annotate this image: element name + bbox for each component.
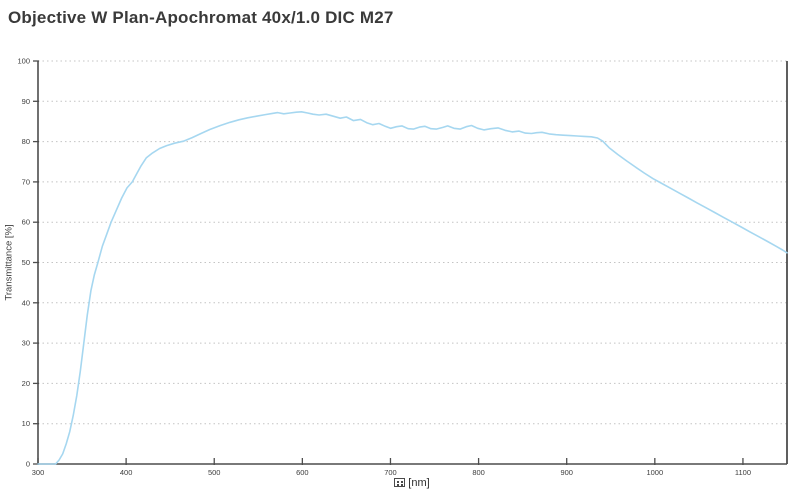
x-tick-label-500: 500 [208, 468, 221, 477]
x-tick-label-900: 900 [560, 468, 573, 477]
y-tick-label-90: 90 [22, 97, 30, 106]
x-tick-label-400: 400 [120, 468, 133, 477]
y-tick-label-30: 30 [22, 339, 30, 348]
x-tick-label-700: 700 [384, 468, 397, 477]
y-tick-label-20: 20 [22, 379, 30, 388]
y-tick-label-60: 60 [22, 218, 30, 227]
y-tick-label-10: 10 [22, 419, 30, 428]
x-tick-label-600: 600 [296, 468, 309, 477]
x-tick-label-1000: 1000 [646, 468, 663, 477]
missing-glyph-box-icon [394, 478, 406, 487]
x-tick-label-800: 800 [472, 468, 485, 477]
y-tick-label-100: 100 [17, 57, 30, 66]
x-axis-unit-text: [nm] [408, 477, 430, 489]
x-axis-unit-label: [nm] [332, 477, 492, 489]
chart-title: Objective W Plan-Apochromat 40x/1.0 DIC … [8, 8, 394, 27]
series-transmittance [37, 111, 788, 465]
y-tick-label-80: 80 [22, 137, 30, 146]
y-tick-label-50: 50 [22, 258, 30, 267]
y-tick-label-0: 0 [26, 460, 30, 469]
y-tick-label-40: 40 [22, 298, 30, 307]
y-tick-label-70: 70 [22, 177, 30, 186]
x-tick-label-300: 300 [32, 468, 45, 477]
x-tick-label-1100: 1100 [735, 468, 751, 477]
